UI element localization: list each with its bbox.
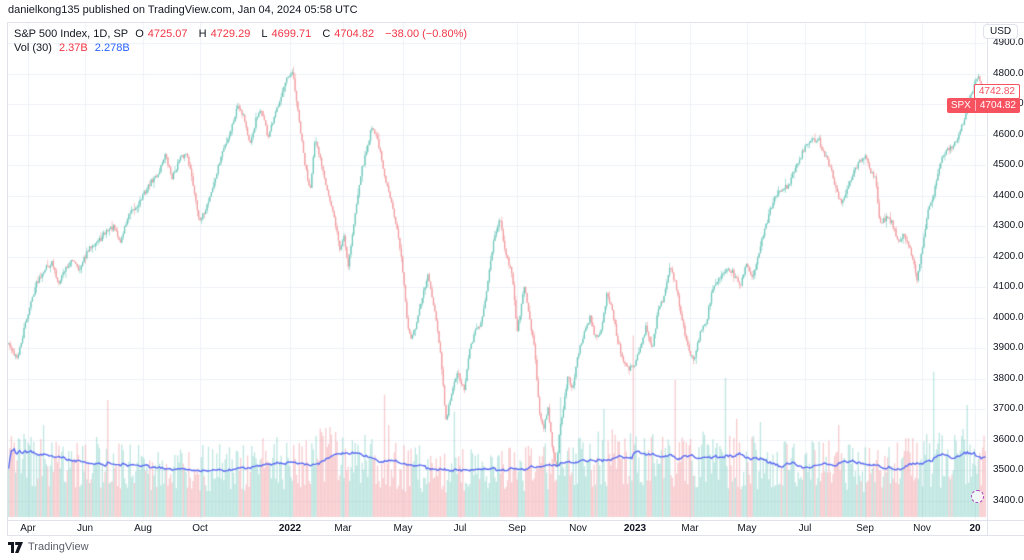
time-tick-label: May [393, 523, 413, 534]
time-tick-label: May [737, 523, 757, 534]
time-tick-label: Jul [798, 523, 812, 534]
prev-close-price-label: 4742.82 [973, 84, 1020, 99]
price-tick-label: 4800.00 [993, 67, 1024, 79]
time-axis[interactable]: Apr Jun Aug Oct 2022 Mar May Jul Sep Nov 2023 Mar Ma… [7, 521, 987, 536]
ohlc-close: C 4704.82 [322, 28, 375, 40]
tradingview-brand-text: TradingView [28, 541, 89, 553]
idea-marker-icon[interactable] [971, 490, 984, 503]
price-tick-label: 4300.00 [993, 220, 1024, 232]
time-tick-label: Sep [508, 523, 526, 534]
last-price-value: 4704.82 [979, 100, 1016, 111]
ohlc-low: L 4699.71 [261, 28, 312, 40]
ohlc-high: H 4729.29 [198, 28, 251, 40]
price-tick-label: 4600.00 [993, 128, 1024, 140]
time-tick-label: Mar [334, 523, 352, 534]
price-tick-label: 3800.00 [993, 372, 1024, 384]
price-tick-label: 3400.00 [993, 494, 1024, 506]
volume-label[interactable]: Vol (30) [14, 42, 52, 54]
time-axis-separator [7, 520, 1024, 521]
publish-header: danielkong135 published on TradingView.c… [8, 4, 358, 16]
legend-volume-row: Vol (30) 2.37B 2.278B [14, 41, 471, 55]
volume-value: 2.37B [58, 42, 88, 54]
legend-main-row: S&P 500 Index, 1D, SP O 4725.07 H 4729.29 … [14, 27, 471, 41]
symbol-title[interactable]: S&P 500 Index, 1D, SP [14, 28, 129, 40]
price-tick-label: 3900.00 [993, 342, 1024, 354]
time-tick-label: 20 [969, 523, 981, 534]
price-tick-label: 4400.00 [993, 189, 1024, 201]
change-value: −38.00 (−0.80%) [385, 28, 468, 40]
time-tick-label: 2023 [623, 523, 647, 534]
chart-legend: S&P 500 Index, 1D, SP O 4725.07 H 4729.29 … [14, 27, 471, 55]
symbol-tag: SPX [950, 100, 976, 111]
time-tick-label: Nov [913, 523, 931, 534]
ohlc-open: O 4725.07 [135, 28, 188, 40]
price-tick-label: 3600.00 [993, 433, 1024, 445]
price-tick-label: 4500.00 [993, 159, 1024, 171]
currency-button[interactable]: USD [983, 24, 1019, 39]
price-tick-label: 4900.00 [993, 37, 1024, 48]
time-tick-label: Jul [453, 523, 467, 534]
price-axis-separator [987, 22, 988, 536]
volume-ma-value: 2.278B [94, 42, 130, 54]
time-tick-label: Oct [192, 523, 208, 534]
tradingview-brand[interactable]: TradingView [8, 541, 89, 553]
time-tick-label: Jun [76, 523, 94, 534]
last-price-label: SPX 4704.82 [946, 98, 1020, 113]
price-tick-label: 3500.00 [993, 464, 1024, 476]
time-tick-label: Aug [134, 523, 152, 534]
time-tick-label: Apr [20, 523, 36, 534]
time-tick-label: Mar [681, 523, 699, 534]
price-tick-label: 4200.00 [993, 250, 1024, 262]
price-tick-label: 4000.00 [993, 311, 1024, 323]
tradingview-logo-icon [8, 541, 23, 553]
price-tick-label: 3700.00 [993, 403, 1024, 415]
price-tick-label: 4100.00 [993, 281, 1024, 293]
time-tick-label: Sep [856, 523, 874, 534]
time-tick-label: Nov [569, 523, 587, 534]
time-tick-label: 2022 [278, 523, 302, 534]
